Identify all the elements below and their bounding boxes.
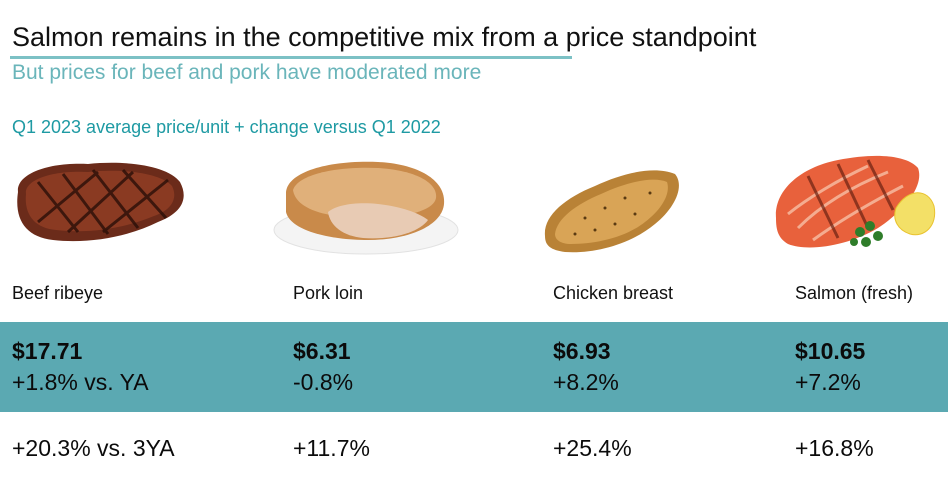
price-band bbox=[0, 322, 948, 412]
item-label-beef: Beef ribeye bbox=[12, 283, 104, 303]
salmon-fillet-image bbox=[768, 148, 938, 258]
item-label-pork: Pork loin bbox=[293, 283, 364, 303]
beef-ribeye-image bbox=[8, 152, 188, 262]
change-3ya-pork: +11.7% bbox=[293, 435, 370, 461]
change-ya-salmon: +7.2% bbox=[795, 369, 861, 395]
chicken-breast-image bbox=[535, 158, 685, 268]
change-ya-beef: +1.8% vs. YA bbox=[12, 369, 149, 395]
change-ya-chicken: +8.2% bbox=[553, 369, 619, 395]
change-3ya-salmon: +16.8% bbox=[795, 435, 874, 461]
pork-loin-image bbox=[268, 152, 463, 262]
item-label-salmon: Salmon (fresh) bbox=[795, 283, 914, 303]
item-label-chicken: Chicken breast bbox=[553, 283, 674, 303]
price-beef: $17.71 bbox=[12, 338, 83, 364]
price-salmon: $10.65 bbox=[795, 338, 866, 364]
price-chicken: $6.93 bbox=[553, 338, 611, 364]
section-label: Q1 2023 average price/unit + change vers… bbox=[12, 117, 441, 137]
change-3ya-chicken: +25.4% bbox=[553, 435, 632, 461]
change-3ya-beef: +20.3% vs. 3YA bbox=[12, 435, 175, 461]
slide-title: Salmon remains in the competitive mix fr… bbox=[12, 22, 757, 52]
title-underline bbox=[10, 56, 572, 59]
slide-subtitle: But prices for beef and pork have modera… bbox=[12, 61, 482, 84]
change-ya-pork: -0.8% bbox=[293, 369, 354, 395]
price-pork: $6.31 bbox=[293, 338, 351, 364]
